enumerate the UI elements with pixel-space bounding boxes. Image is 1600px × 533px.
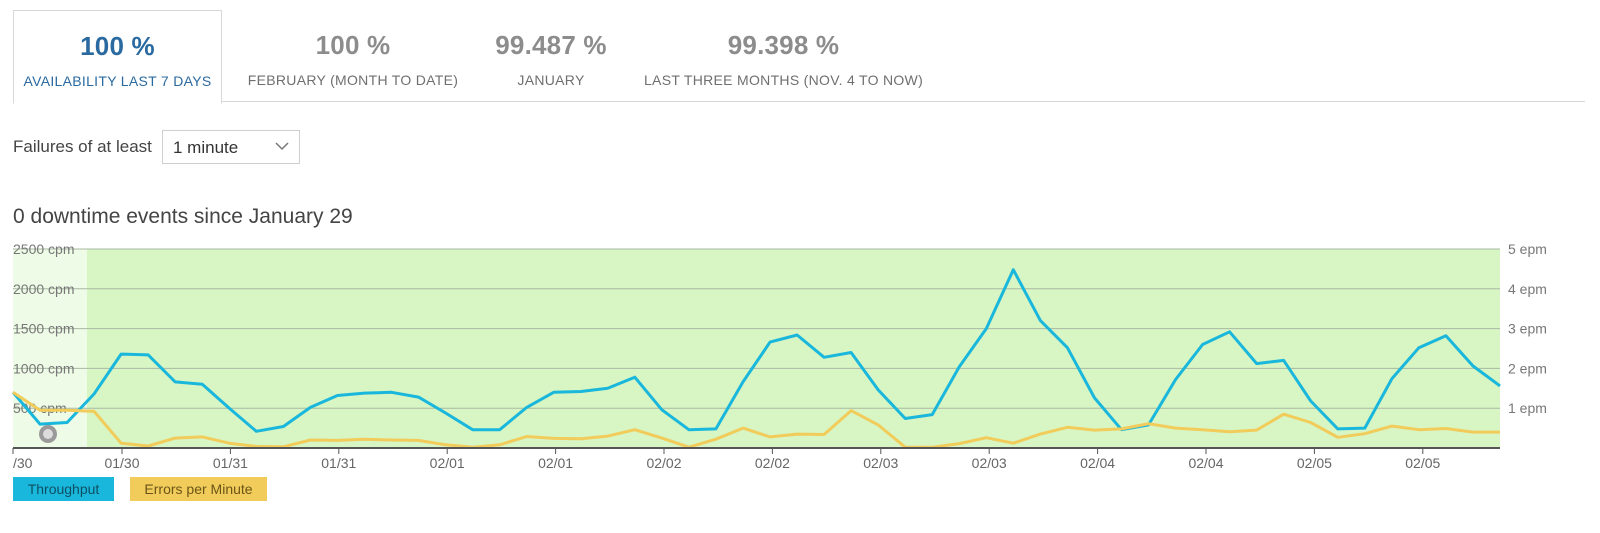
right-axis-tick-label: 3 epm [1508,321,1547,337]
failures-filter-label: Failures of at least [13,137,152,156]
left-axis-tick-label: 2000 cpm [13,281,74,297]
x-tick-label: 02/01 [430,455,465,470]
legend-errors-per-minute[interactable]: Errors per Minute [130,477,267,501]
tab-january[interactable]: 99.487 % JANUARY [483,10,619,102]
select-value: 1 minute [173,138,239,157]
series-lines [11,268,1501,449]
x-axis-ticks: /30 01/30 01/31 01/31 02/01 02/01 02/02 02/02 02… [12,448,1441,470]
x-tick-label: 02/01 [538,455,573,470]
tab-last-three-months[interactable]: 99.398 % LAST THREE MONTHS (NOV. 4 TO NO… [641,10,926,102]
right-axis-tick-label: 2 epm [1508,360,1547,376]
tab-label: FEBRUARY (MONTH TO DATE) [247,72,459,88]
series-line-errors-per-minute [12,391,1500,449]
tab-label: JANUARY [517,72,585,88]
range-handle-icon[interactable] [39,425,57,443]
right-axis: 5 epm 4 epm 3 epm 2 epm 1 epm [1508,241,1547,416]
series-line-throughput [11,268,1501,433]
x-tick-label: 02/03 [863,455,898,470]
grid-lines [13,248,1500,409]
tab-value: 99.398 % [727,30,840,60]
left-axis-tick-label: 500 cpm [13,400,67,416]
left-axis: 2500 cpm 2000 cpm 1500 cpm 1000 cpm 500 cpm [13,241,74,416]
tab-label: AVAILABILITY LAST 7 DAYS [23,73,212,89]
x-tick-label: /30 [13,455,33,470]
downtime-events-heading: 0 downtime events since January 29 [13,205,353,228]
tab-last-7-days[interactable]: 100 % AVAILABILITY LAST 7 DAYS [13,10,222,104]
right-axis-tick-label: 1 epm [1508,400,1547,416]
left-axis-tick-label: 1500 cpm [13,321,74,337]
plot-background [87,249,1500,448]
x-tick-label: 01/31 [213,455,248,470]
legend-throughput[interactable]: Throughput [13,477,114,501]
x-tick-label: 02/02 [755,455,790,470]
handle-inner [43,429,53,439]
tabs-divider [13,101,1585,102]
failures-duration-select[interactable]: 1 minute [162,130,300,164]
tab-value: 100 % [315,30,391,60]
right-axis-tick-label: 4 epm [1508,281,1547,297]
x-tick-label: 02/04 [1080,455,1115,470]
availability-tabs: 100 % AVAILABILITY LAST 7 DAYS 100 % FEB… [13,10,1585,104]
x-tick-label: 01/30 [104,455,139,470]
x-tick-label: 02/05 [1297,455,1332,470]
tab-value: 100 % [80,31,155,61]
tab-value: 99.487 % [495,30,607,60]
left-axis-tick-label: 1000 cpm [13,360,74,376]
x-tick-label: 02/05 [1405,455,1440,470]
left-axis-tick-label: 2500 cpm [13,241,74,257]
x-tick-label: 01/31 [321,455,356,470]
chevron-down-icon [275,142,289,151]
plot-background-outside-range [13,249,87,448]
x-tick-label: 02/02 [646,455,681,470]
x-tick-label: 02/03 [972,455,1007,470]
tab-february[interactable]: 100 % FEBRUARY (MONTH TO DATE) [235,10,471,102]
right-axis-tick-label: 5 epm [1508,241,1547,257]
x-tick-label: 02/04 [1188,455,1223,470]
tab-label: LAST THREE MONTHS (NOV. 4 TO NOW) [643,72,924,88]
